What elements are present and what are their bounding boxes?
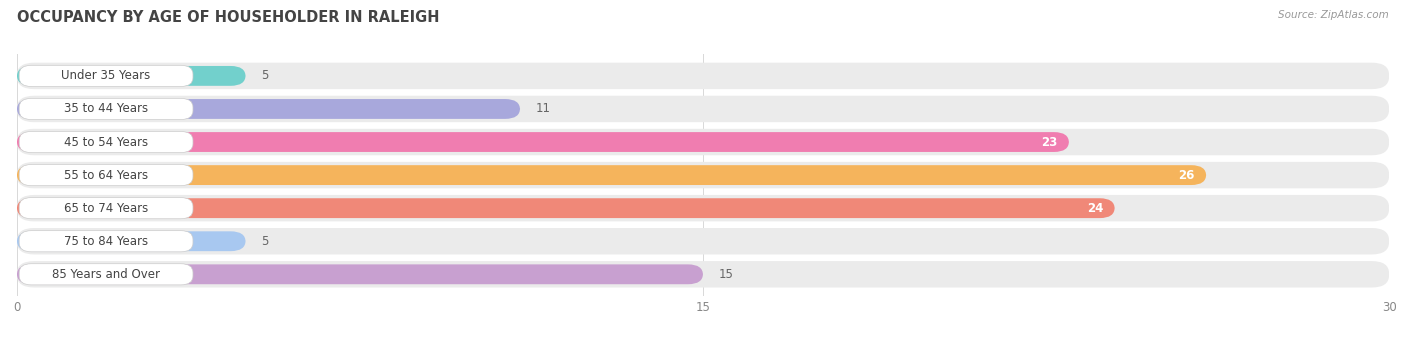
FancyBboxPatch shape [17, 195, 1389, 221]
FancyBboxPatch shape [20, 264, 193, 285]
Text: 11: 11 [536, 102, 551, 116]
FancyBboxPatch shape [17, 63, 1389, 89]
FancyBboxPatch shape [17, 99, 520, 119]
Text: Source: ZipAtlas.com: Source: ZipAtlas.com [1278, 10, 1389, 20]
FancyBboxPatch shape [20, 132, 193, 153]
Text: 55 to 64 Years: 55 to 64 Years [65, 169, 148, 182]
Text: 75 to 84 Years: 75 to 84 Years [65, 235, 148, 248]
FancyBboxPatch shape [17, 132, 1069, 152]
FancyBboxPatch shape [17, 165, 1206, 185]
FancyBboxPatch shape [17, 198, 1115, 218]
FancyBboxPatch shape [17, 228, 1389, 254]
FancyBboxPatch shape [20, 165, 193, 186]
Text: Under 35 Years: Under 35 Years [62, 69, 150, 82]
FancyBboxPatch shape [17, 261, 1389, 288]
FancyBboxPatch shape [17, 265, 703, 284]
FancyBboxPatch shape [17, 96, 1389, 122]
Text: 24: 24 [1087, 202, 1104, 215]
FancyBboxPatch shape [20, 65, 193, 86]
FancyBboxPatch shape [17, 162, 1389, 188]
FancyBboxPatch shape [17, 66, 246, 86]
Text: 23: 23 [1042, 136, 1057, 149]
FancyBboxPatch shape [17, 129, 1389, 155]
Text: 35 to 44 Years: 35 to 44 Years [65, 102, 148, 116]
FancyBboxPatch shape [20, 98, 193, 120]
FancyBboxPatch shape [20, 231, 193, 252]
Text: OCCUPANCY BY AGE OF HOUSEHOLDER IN RALEIGH: OCCUPANCY BY AGE OF HOUSEHOLDER IN RALEI… [17, 10, 439, 25]
Text: 85 Years and Over: 85 Years and Over [52, 268, 160, 281]
Text: 5: 5 [262, 235, 269, 248]
FancyBboxPatch shape [17, 231, 246, 251]
Text: 5: 5 [262, 69, 269, 82]
Text: 15: 15 [718, 268, 734, 281]
FancyBboxPatch shape [20, 198, 193, 219]
Text: 26: 26 [1178, 169, 1195, 182]
Text: 65 to 74 Years: 65 to 74 Years [63, 202, 148, 215]
Text: 45 to 54 Years: 45 to 54 Years [65, 136, 148, 149]
